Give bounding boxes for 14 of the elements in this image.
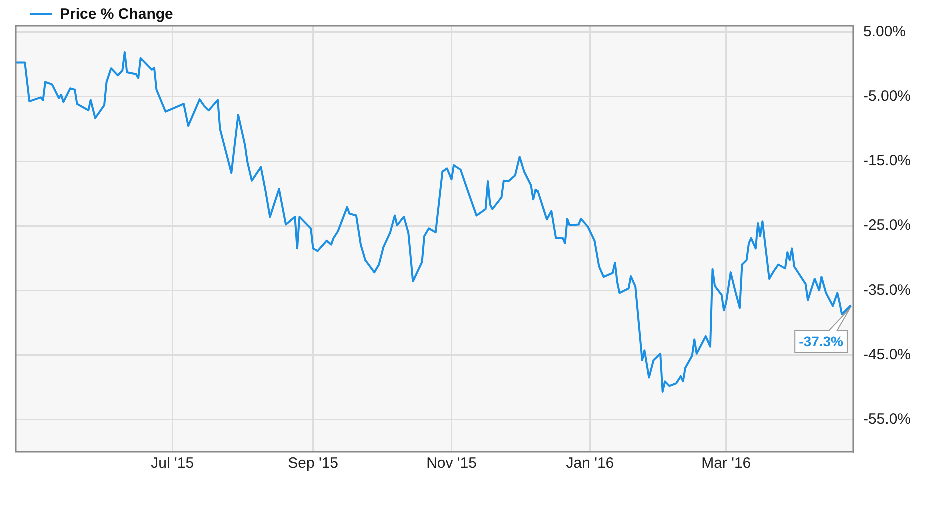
legend-label: Price % Change [60, 6, 174, 24]
x-tick-label: Jul '15 [151, 455, 194, 472]
x-tick-label: Jan '16 [566, 455, 614, 472]
y-tick-label: -25.0% [863, 217, 912, 234]
y-tick-label: -55.0% [863, 410, 912, 428]
x-tick-label: Nov '15 [426, 455, 477, 472]
x-tick-label: Mar '16 [702, 455, 752, 472]
y-tick-label: -15.0% [863, 152, 912, 170]
y-tick-label: 5.00% [863, 24, 906, 41]
x-tick-label: Sep '15 [288, 455, 339, 472]
y-tick-label: -45.0% [863, 346, 912, 364]
y-tick-label: -5.00% [863, 88, 912, 106]
y-tick-label: -35.0% [863, 282, 912, 299]
annotation: -37.3% [799, 333, 844, 350]
